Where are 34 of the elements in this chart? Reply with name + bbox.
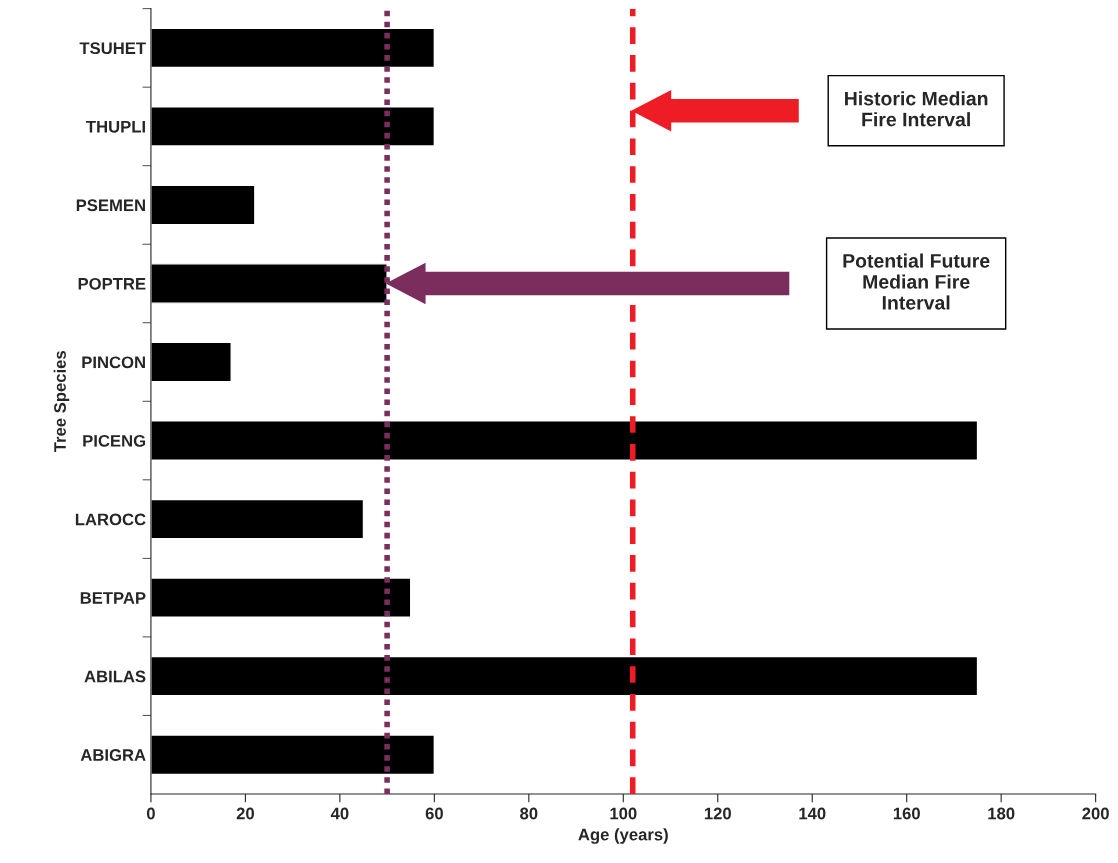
x-tick-label: 140 <box>799 807 826 820</box>
bar <box>150 27 436 69</box>
y-tick-label: PINCON <box>82 356 145 369</box>
y-tick-label: ABIGRA <box>80 749 146 761</box>
bar <box>150 420 979 461</box>
x-tick-label: 20 <box>236 807 254 820</box>
x-tick-label: 180 <box>988 807 1015 820</box>
bar <box>150 184 256 226</box>
y-tick-label: TSUHET <box>79 42 146 55</box>
y-tick-label: PICENG <box>83 434 146 447</box>
bar <box>150 655 979 697</box>
y-tick-label: LAROCC <box>75 513 146 526</box>
x-axis-title: Age (years) <box>578 828 668 844</box>
y-tick-label: THUPLI <box>86 121 145 133</box>
bar <box>150 341 232 383</box>
bar <box>150 577 412 618</box>
x-tick-label: 100 <box>610 807 637 820</box>
y-tick-label: POPTRE <box>78 277 146 290</box>
annotation: Potential Future Median Fire Interval <box>843 253 990 310</box>
x-tick-label: 60 <box>425 807 443 820</box>
x-tick-label: 160 <box>893 807 920 820</box>
y-tick-label: PSEMEN <box>76 199 145 212</box>
x-tick-label: 0 <box>146 807 155 820</box>
x-tick-label: 120 <box>704 807 731 820</box>
bar <box>150 498 365 540</box>
x-tick-label: 40 <box>330 807 349 820</box>
bar <box>150 106 436 147</box>
annotation: Historic Median Fire Interval <box>845 91 988 127</box>
y-tick-label: BETPAP <box>80 592 146 604</box>
y-tick-label: ABILAS <box>84 670 146 683</box>
bar <box>150 734 436 776</box>
x-tick-label: 80 <box>520 807 538 820</box>
x-tick-label: 200 <box>1082 807 1109 820</box>
y-axis-title: Tree Species <box>53 351 70 453</box>
